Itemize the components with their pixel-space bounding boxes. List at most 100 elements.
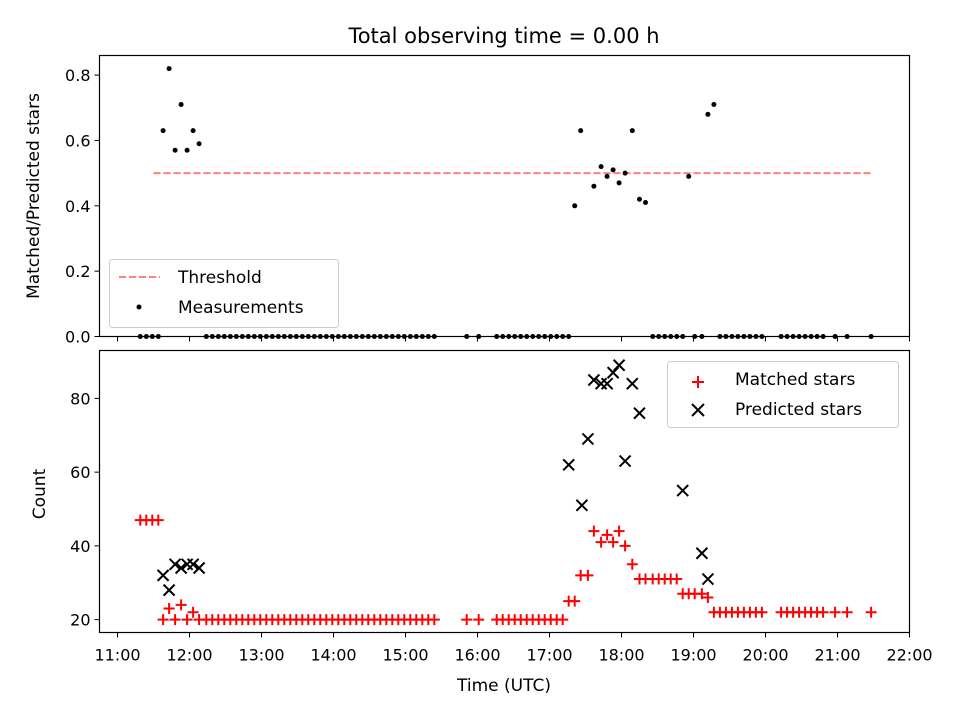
y-tick-label: 0.4 bbox=[65, 197, 90, 216]
y-tick-label: 80 bbox=[70, 389, 90, 408]
y-tick-label: 0.2 bbox=[65, 262, 90, 281]
bottom-legend: Matched stars Predicted stars bbox=[667, 361, 899, 428]
y-tick-label: 0.8 bbox=[65, 66, 90, 85]
matched-stars-point bbox=[473, 614, 485, 626]
predicted-stars-point bbox=[156, 569, 170, 582]
predicted-stars-point bbox=[174, 561, 188, 575]
measurement-point bbox=[604, 173, 610, 179]
bottom-legend-frame bbox=[667, 361, 899, 428]
measurement-point bbox=[578, 128, 584, 134]
x-tick-label: 13:00 bbox=[238, 646, 284, 665]
measurement-point bbox=[686, 173, 692, 179]
matched-stars-point bbox=[152, 514, 164, 526]
top-y-ticks: 0.0 0.2 0.4 0.6 0.8 bbox=[65, 66, 100, 347]
measurement-point bbox=[196, 141, 202, 147]
x-tick-label: 15:00 bbox=[382, 646, 428, 665]
y-tick-label: 60 bbox=[70, 463, 90, 482]
x-tick-label: 11:00 bbox=[94, 646, 140, 665]
legend-measurements-label: Measurements bbox=[178, 298, 304, 318]
measurement-point bbox=[172, 147, 178, 153]
top-x-ticks bbox=[117, 336, 910, 342]
predicted-stars-point bbox=[581, 432, 595, 446]
predicted-stars-point bbox=[186, 558, 200, 571]
matched-stars-point bbox=[865, 606, 877, 618]
matched-stars-point bbox=[595, 536, 607, 548]
matched-stars-point bbox=[588, 525, 600, 537]
predicted-stars-point bbox=[562, 458, 575, 471]
top-y-axis-label: Matched/Predicted stars bbox=[24, 93, 44, 299]
matched-stars-point bbox=[461, 614, 473, 626]
matched-stars-point bbox=[557, 614, 569, 626]
y-tick-label: 0.6 bbox=[65, 131, 90, 150]
predicted-stars-point bbox=[633, 406, 646, 420]
legend-matched-swatch bbox=[692, 376, 704, 388]
top-legend: Threshold Measurements bbox=[109, 259, 339, 328]
matched-stars-point bbox=[157, 614, 169, 626]
predicted-stars-point bbox=[701, 572, 715, 586]
measurement-point bbox=[711, 102, 717, 108]
bottom-x-ticks: 11:00 12:00 13:00 14:00 15:00 16:00 17:00 18:00… bbox=[94, 632, 933, 665]
matched-stars-point bbox=[756, 606, 768, 618]
measurement-point bbox=[166, 66, 172, 72]
matched-stars-point bbox=[569, 595, 581, 607]
predicted-stars-point bbox=[676, 484, 689, 497]
measurement-point bbox=[629, 128, 635, 134]
predicted-stars-point bbox=[162, 583, 176, 597]
matched-stars-point bbox=[607, 536, 619, 548]
measurement-point bbox=[160, 128, 166, 134]
matched-stars-point bbox=[626, 558, 638, 570]
x-tick-label: 18:00 bbox=[598, 646, 644, 665]
measurement-point bbox=[616, 180, 622, 186]
y-tick-label: 20 bbox=[70, 611, 90, 630]
measurement-point bbox=[643, 200, 648, 206]
matched-stars-point bbox=[187, 606, 199, 618]
matched-stars-point bbox=[817, 606, 829, 618]
measurement-point bbox=[622, 170, 628, 176]
matched-stars-point bbox=[163, 603, 175, 615]
matched-stars-point bbox=[582, 569, 594, 581]
matched-stars-point bbox=[601, 529, 613, 541]
chart-title: Total observing time = 0.00 h bbox=[347, 24, 659, 48]
measurement-point bbox=[637, 196, 642, 202]
legend-threshold-label: Threshold bbox=[177, 268, 262, 288]
legend-predicted-label: Predicted stars bbox=[735, 400, 862, 420]
x-tick-label: 21:00 bbox=[814, 646, 860, 665]
measurement-point bbox=[705, 111, 711, 117]
matched-stars-point bbox=[169, 614, 181, 626]
matched-stars-point bbox=[181, 614, 193, 626]
matched-stars-point bbox=[829, 606, 841, 618]
matched-stars-point bbox=[702, 591, 714, 603]
measurement-point bbox=[610, 167, 616, 173]
x-tick-label: 16:00 bbox=[454, 646, 500, 665]
matched-stars-point bbox=[841, 606, 853, 618]
y-tick-label: 40 bbox=[70, 537, 90, 556]
matched-stars-point bbox=[619, 540, 631, 552]
measurement-point bbox=[572, 203, 578, 209]
bottom-marks bbox=[134, 359, 877, 626]
x-tick-label: 17:00 bbox=[526, 646, 572, 665]
predicted-stars-point bbox=[192, 561, 206, 575]
top-panel: 0.00.20.40.60.8 Matched/Predicted stars … bbox=[24, 54, 911, 347]
matched-stars-point bbox=[428, 614, 440, 626]
legend-predicted-swatch bbox=[691, 403, 705, 417]
x-tick-label: 19:00 bbox=[670, 646, 716, 665]
predicted-stars-point bbox=[626, 377, 639, 390]
x-axis-label: Time (UTC) bbox=[456, 676, 551, 696]
matched-stars-point bbox=[671, 573, 683, 585]
measurement-point bbox=[591, 183, 597, 189]
legend-matched-label: Matched stars bbox=[735, 370, 855, 390]
predicted-stars-point bbox=[168, 558, 182, 571]
bottom-axes-frame bbox=[98, 349, 911, 634]
matched-stars-point bbox=[613, 525, 625, 537]
bottom-y-axis-label: Count bbox=[30, 468, 50, 519]
matched-stars-point bbox=[696, 588, 708, 600]
y-tick-label: 0.0 bbox=[65, 328, 90, 347]
top-axes-frame bbox=[98, 54, 911, 338]
measurement-point bbox=[184, 147, 190, 153]
predicted-stars-point bbox=[618, 454, 632, 468]
x-tick-label: 20:00 bbox=[742, 646, 788, 665]
top-legend-frame bbox=[109, 259, 339, 328]
matched-stars-point bbox=[175, 599, 187, 611]
